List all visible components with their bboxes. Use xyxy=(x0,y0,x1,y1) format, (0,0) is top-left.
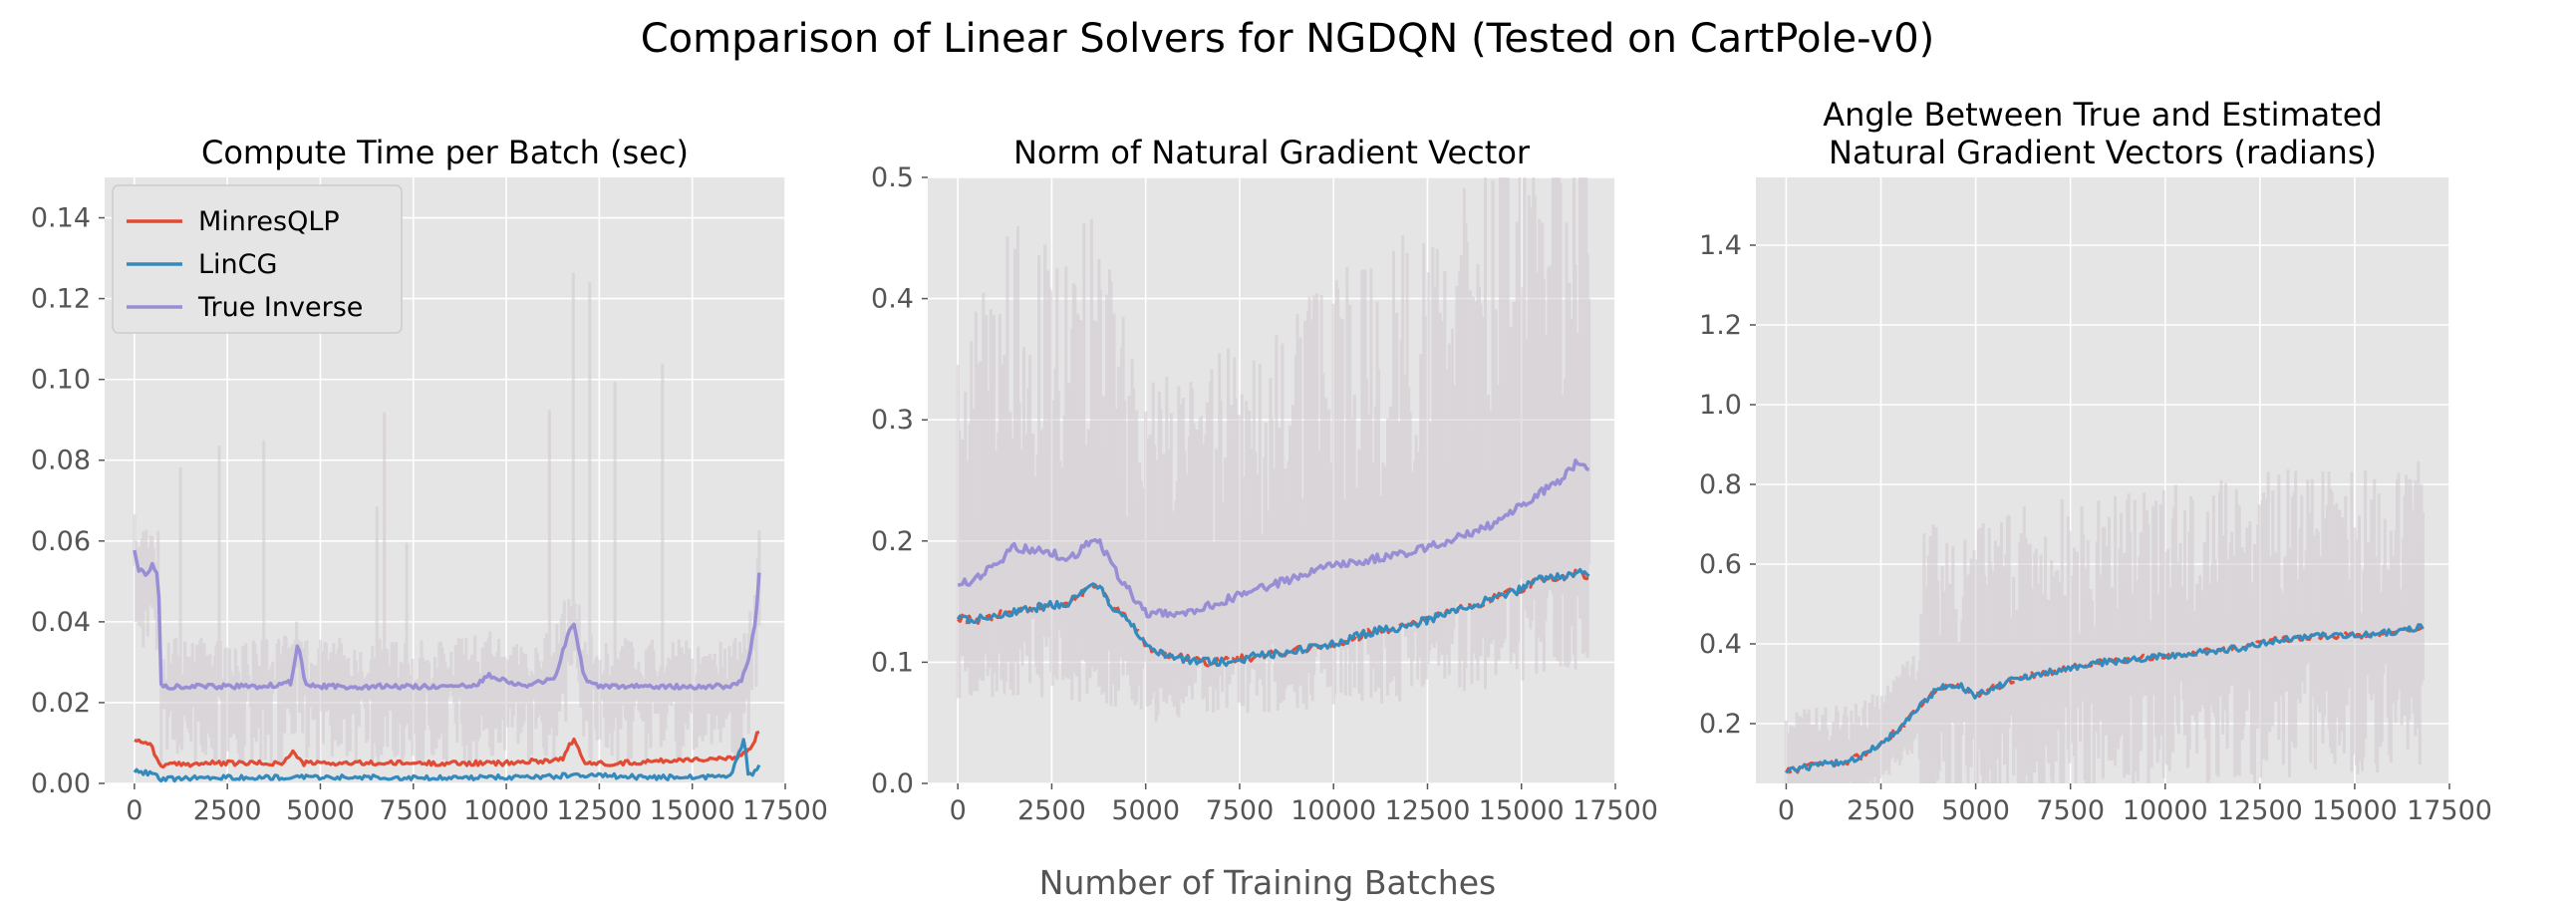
y-tick-label: 1.4 xyxy=(1699,230,1742,261)
subplot-3: 0 2500 5000 7500 10000 12500 15000 17500 0.2 0.4 0… xyxy=(1699,96,2492,826)
series-layer xyxy=(956,177,1591,723)
y-tick-label: 0.2 xyxy=(871,526,914,557)
x-tick-label: 17500 xyxy=(1573,795,1658,826)
x-tick-label: 10000 xyxy=(2123,795,2208,826)
x-tick-label: 0 xyxy=(950,795,967,826)
y-tick-label: 0.8 xyxy=(1699,469,1742,500)
x-tick-label: 2500 xyxy=(1017,795,1086,826)
y-tick-label: 0.02 xyxy=(31,688,91,719)
x-tick-label: 15000 xyxy=(650,795,735,826)
y-tick-label: 0.4 xyxy=(1699,629,1742,660)
x-tick-label: 10000 xyxy=(1290,795,1376,826)
y-tick-label: 0.12 xyxy=(31,284,91,315)
series-line-true-inverse xyxy=(133,549,761,691)
x-tick-label: 7500 xyxy=(379,795,447,826)
subplot-title: Compute Time per Batch (sec) xyxy=(201,134,689,171)
y-tick-label: 0.00 xyxy=(31,768,91,799)
series-line-lincg xyxy=(956,567,1590,668)
subplots: 0 2500 5000 7500 10000 12500 15000 175000.000.0… xyxy=(31,96,2492,826)
figure-xlabel: Number of Training Batches xyxy=(1039,863,1496,902)
series-layer xyxy=(1784,461,2425,783)
series-line-true-inverse xyxy=(957,458,1590,619)
x-tick-label: 0 xyxy=(1778,795,1795,826)
y-tick-label: 0.2 xyxy=(1699,709,1742,740)
x-tick-label: 5000 xyxy=(1111,795,1180,826)
legend-label-minresqlp: MinresQLP xyxy=(198,206,340,237)
subplot-title: Angle Between True and Estimated Natural … xyxy=(1823,96,2383,171)
legend: MinresQLP LinCG True Inverse xyxy=(112,184,403,334)
y-tick-label: 0.10 xyxy=(31,365,91,396)
x-tick-label: 5000 xyxy=(286,795,355,826)
y-tick-label: 0.0 xyxy=(871,768,914,799)
y-tick-label: 0.3 xyxy=(871,405,914,436)
series-layer xyxy=(133,272,761,783)
x-tick-label: 7500 xyxy=(1206,795,1275,826)
y-tick-label: 0.1 xyxy=(871,647,914,678)
subplot-2: 0 2500 5000 7500 10000 12500 15000 17500 0.0 0.1 0… xyxy=(871,134,1658,826)
x-tick-label: 17500 xyxy=(2407,795,2492,826)
series-line-lincg xyxy=(133,738,761,783)
x-tick-label: 0 xyxy=(126,795,143,826)
y-tick-label: 0.5 xyxy=(871,162,914,193)
legend-box xyxy=(112,184,403,334)
y-tick-label: 0.06 xyxy=(31,526,91,557)
subplot-title: Norm of Natural Gradient Vector xyxy=(1013,134,1531,171)
y-tick-label: 0.4 xyxy=(871,284,914,315)
x-tick-label: 5000 xyxy=(1941,795,2010,826)
x-tick-label: 10000 xyxy=(463,795,549,826)
x-tick-label: 7500 xyxy=(2036,795,2105,826)
legend-label-true-inverse: True Inverse xyxy=(197,292,363,323)
y-tick-label: 0.6 xyxy=(1699,549,1742,580)
x-tick-label: 12500 xyxy=(556,795,642,826)
legend-label-lincg: LinCG xyxy=(198,249,277,280)
x-tick-label: 2500 xyxy=(1847,795,1915,826)
series-line-minresqlp xyxy=(134,730,760,769)
y-tick-label: 0.14 xyxy=(31,203,91,234)
series-line-lincg xyxy=(1785,623,2425,774)
y-tick-label: 1.2 xyxy=(1699,310,1742,341)
x-tick-label: 12500 xyxy=(1385,795,1471,826)
x-tick-label: 15000 xyxy=(1479,795,1565,826)
x-tick-label: 12500 xyxy=(2217,795,2303,826)
y-tick-label: 0.04 xyxy=(31,607,91,638)
x-tick-label: 17500 xyxy=(742,795,828,826)
y-tick-label: 0.08 xyxy=(31,446,91,476)
figure-title: Comparison of Linear Solvers for NGDQN (… xyxy=(641,16,1935,62)
x-tick-label: 2500 xyxy=(193,795,262,826)
x-tick-label: 15000 xyxy=(2312,795,2398,826)
y-tick-label: 1.0 xyxy=(1699,390,1742,421)
subplot-1: 0 2500 5000 7500 10000 12500 15000 17500 0.00 0.0… xyxy=(31,134,828,826)
